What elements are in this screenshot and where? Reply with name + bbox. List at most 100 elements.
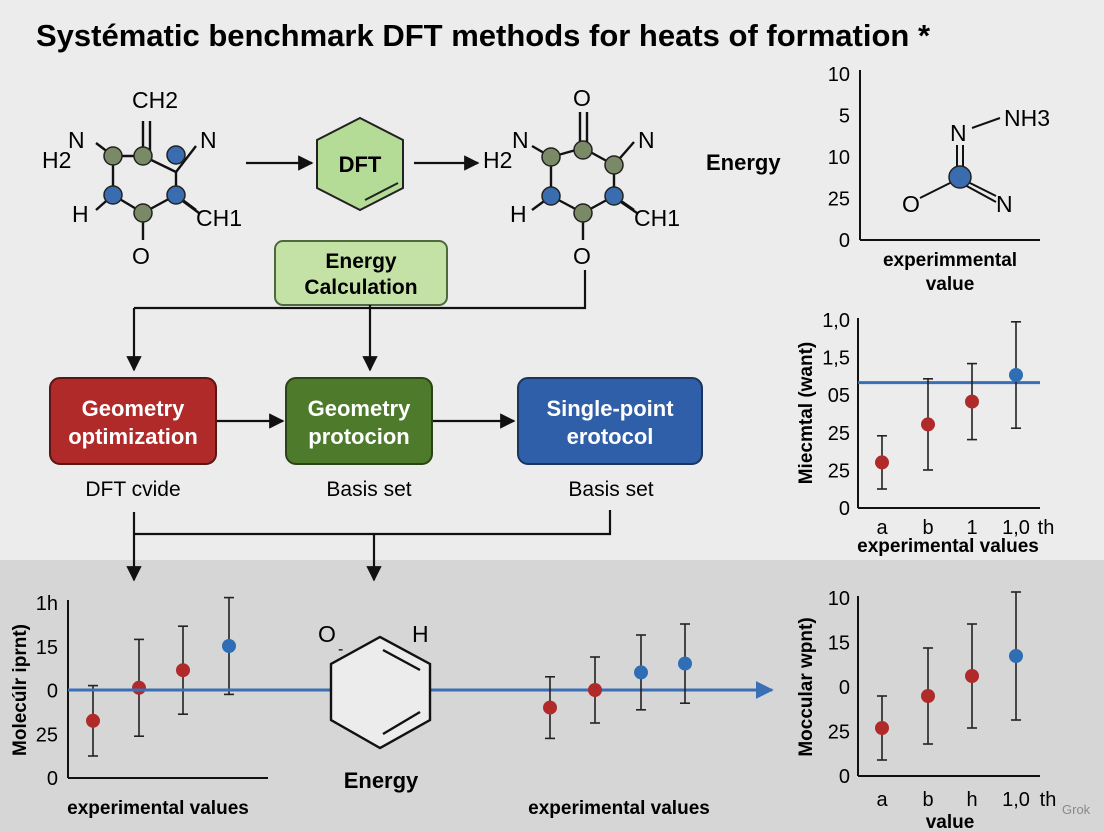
left-ch1-label: CH1 <box>196 205 242 231</box>
tr-ytick: 10 <box>828 147 850 169</box>
tr-xlabel-1: experimmental <box>883 250 1017 271</box>
dft-hexagon: DFT <box>316 116 404 212</box>
tr-xlabel-2: value <box>926 274 975 295</box>
br-ytick: 10 <box>828 588 850 610</box>
tr-ytick: 25 <box>828 189 850 211</box>
mr-xtick: 1,0 <box>1002 517 1030 539</box>
mr-xtick: a <box>876 517 888 539</box>
energy-label: Energy <box>706 150 781 175</box>
br-point <box>965 669 979 683</box>
bl-point <box>132 680 146 695</box>
br-xlabel: value <box>926 812 975 832</box>
mr-ytick: 0 <box>839 498 850 520</box>
single-point-line2: erotocol <box>567 424 654 449</box>
tr-ytick: 0 <box>839 230 850 252</box>
mr-ytick: 1,0 <box>822 310 850 332</box>
br-ytick: 0 <box>839 766 850 788</box>
br-ytick: 15 <box>828 633 850 655</box>
left-n-right-label: N <box>200 127 217 153</box>
inset-o: O <box>902 191 920 217</box>
molecule-left: CH2 N H2 N H CH1 O <box>42 87 242 269</box>
ring-minus-label: - <box>338 641 343 658</box>
right-h-label: H <box>510 201 527 227</box>
mr-ytick: 25 <box>828 460 850 482</box>
br-point <box>1009 649 1023 663</box>
basis-set-label-2: Basis set <box>568 478 653 501</box>
geometry-protocol-box: Geometry protocion <box>285 377 433 465</box>
right-o-bottom-label: O <box>573 243 591 269</box>
dft-label: DFT <box>339 152 382 177</box>
mr-point <box>1009 368 1023 382</box>
inset-nh3: NH3 <box>1004 105 1050 131</box>
page-title: Systématic benchmark DFT methods for hea… <box>36 18 931 53</box>
left-h2-label: H2 <box>42 147 71 173</box>
mr-point <box>875 455 889 470</box>
energy-calculation-box: Energy Calculation <box>274 240 448 306</box>
dft-cvide-label: DFT cvide <box>85 478 180 501</box>
geom-opt-line2: optimization <box>68 424 198 449</box>
benzene-ring: O - H Energy <box>318 621 432 793</box>
chart-bottom-left: 1h 15 0 25 0 Molecúlr iprnt) experimental va… <box>10 593 268 819</box>
chart-bottom-right: 10 15 0 25 0 a b h 1,0 th Moccular wpnt) value <box>796 588 1056 832</box>
connectors-bottom <box>126 510 612 582</box>
right-h2-label: H2 <box>483 147 512 173</box>
inset-n-bottom: N <box>996 191 1013 217</box>
bm-point <box>634 665 648 680</box>
energy-calc-line2: Calculation <box>304 276 417 299</box>
ring-h-label: H <box>412 621 429 647</box>
connectors-top <box>126 270 587 429</box>
br-ytick: 0 <box>839 677 850 699</box>
basis-set-label-1: Basis set <box>326 478 411 501</box>
bm-point <box>543 700 557 715</box>
bl-ytick: 1h <box>36 593 58 615</box>
bl-ylabel: Molecúlr iprnt) <box>10 624 31 756</box>
bl-ytick: 15 <box>36 637 58 659</box>
mr-xtick-extra: th <box>1038 517 1055 539</box>
bl-xlabel: experimental values <box>67 798 249 819</box>
right-ch1-label: CH1 <box>634 205 680 231</box>
watermark: Grok <box>1062 802 1091 817</box>
bl-point <box>176 663 190 678</box>
bm-point <box>588 683 602 697</box>
geometry-optimization-box: Geometry optimization <box>49 377 217 465</box>
inset-molecule: N NH3 O N <box>902 105 1050 217</box>
mr-xtick: 1 <box>966 517 977 539</box>
bl-point <box>222 639 236 653</box>
mr-ytick: 25 <box>828 423 850 445</box>
single-point-box: Single-point erotocol <box>517 377 703 465</box>
br-point <box>875 721 889 735</box>
ring-energy-label: Energy <box>344 768 419 793</box>
bottom-band <box>0 560 1104 832</box>
right-o-top-label: O <box>573 85 591 111</box>
inset-n-top: N <box>950 120 967 146</box>
tr-ytick: 10 <box>828 64 850 86</box>
mr-point <box>965 394 979 409</box>
bm-xlabel: experimental values <box>528 798 710 819</box>
energy-calc-line1: Energy <box>325 250 397 273</box>
right-n-right-label: N <box>638 127 655 153</box>
br-xtick: a <box>876 789 888 811</box>
br-xtick: h <box>966 789 977 811</box>
left-n-label: N <box>68 127 85 153</box>
tr-ytick: 5 <box>839 106 850 128</box>
bm-point <box>678 656 692 671</box>
bl-ytick: 0 <box>47 681 58 703</box>
mr-ytick: 05 <box>828 385 850 407</box>
mr-ylabel: Miecmtal (want) <box>796 342 817 485</box>
bl-point <box>86 713 100 728</box>
bl-ytick: 25 <box>36 724 58 746</box>
br-xtick: b <box>922 789 933 811</box>
left-h-label: H <box>72 201 89 227</box>
left-o-label: O <box>132 243 150 269</box>
chart-middle-right: 1,0 1,5 05 25 25 0 a b 1 1,0 th Miecmtal (want) ex… <box>796 310 1054 557</box>
mr-xlabel: experimental values <box>857 536 1039 557</box>
single-point-line1: Single-point <box>546 396 674 421</box>
br-ytick: 25 <box>828 722 850 744</box>
br-xtick: 1,0 <box>1002 789 1030 811</box>
br-ylabel: Moccular wpnt) <box>796 617 817 756</box>
bl-ytick: 0 <box>47 768 58 790</box>
br-xtick-extra: th <box>1040 789 1057 811</box>
mr-ytick: 1,5 <box>822 348 850 370</box>
geom-proto-line1: Geometry <box>308 396 411 421</box>
